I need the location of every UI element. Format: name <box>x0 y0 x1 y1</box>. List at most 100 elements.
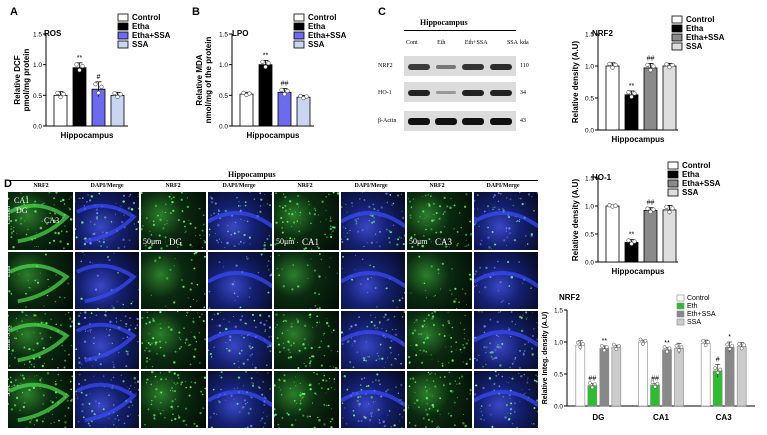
tissue-texture <box>340 371 405 428</box>
legend-label: Control <box>687 295 710 302</box>
data-point <box>662 345 667 349</box>
ihc-image-tile <box>74 370 139 428</box>
bar <box>258 64 273 127</box>
data-point <box>670 206 675 211</box>
tissue-texture <box>141 192 206 250</box>
legend-swatch <box>667 188 679 197</box>
tissue-texture <box>473 311 538 369</box>
tissue-texture <box>207 253 272 309</box>
legend-swatch <box>671 33 683 42</box>
data-point <box>266 61 271 66</box>
significance-label: ## <box>281 81 289 88</box>
region-label: DG <box>16 206 28 215</box>
ihc-image-tile <box>141 370 206 428</box>
data-point <box>611 342 616 347</box>
tissue-texture <box>407 311 472 367</box>
legend-swatch <box>676 310 685 318</box>
tissue-texture <box>74 311 139 369</box>
data-point <box>679 345 684 349</box>
data-point <box>263 64 268 69</box>
data-point <box>626 238 631 243</box>
data-point <box>96 90 101 95</box>
ihc-row-label: SSA <box>8 384 12 396</box>
ihc-image-tile <box>407 251 472 309</box>
tissue-texture <box>207 192 272 250</box>
tissue-texture <box>340 311 405 369</box>
y-tick-label: 0.5 <box>219 93 228 100</box>
y-tick-label: 1.0 <box>585 64 594 71</box>
blot-strip-actin <box>404 111 516 131</box>
lane-label: Cont <box>406 40 418 46</box>
ihc-image-tile: Etha+SSA <box>8 311 73 369</box>
bar <box>110 94 125 127</box>
tissue-texture <box>407 193 472 248</box>
tissue-texture <box>207 370 272 428</box>
western-blot-line <box>404 30 516 31</box>
legend-swatch <box>667 161 679 170</box>
tissue-texture <box>8 253 70 308</box>
data-point <box>298 93 303 99</box>
data-point <box>616 343 621 348</box>
ihc-column-header: NRF2 <box>297 183 313 189</box>
data-point <box>739 346 744 351</box>
ihc-image-tile <box>207 192 272 250</box>
significance-label: ## <box>647 55 655 62</box>
legend-label: SSA <box>308 40 325 49</box>
y-axis-label: pmol/mg protein <box>22 49 31 112</box>
zoom-region-label: CA1 <box>302 236 320 247</box>
ihc-title-line <box>8 180 538 181</box>
y-tick-label: 0.5 <box>33 93 42 100</box>
scale-bar-label: 50μm <box>409 236 428 246</box>
data-point <box>285 88 290 94</box>
x-axis-label: Hippocampus <box>247 131 300 140</box>
lane-labels: Cont Eth Eth+SSA SSA <box>406 40 518 46</box>
data-point <box>651 64 656 69</box>
y-tick-label: 1.5 <box>219 32 228 39</box>
legend-label: SSA <box>686 42 703 51</box>
legend-label: SSA <box>682 188 699 197</box>
nrf2-regions-chart: 0.0 0.5 1.0 1.5 NRF2 Relative Integ. density … <box>542 293 755 422</box>
data-point <box>580 342 585 346</box>
ihc-row-label: Etha+SSA <box>8 325 12 351</box>
band-label-actin: β-Actin <box>378 118 397 124</box>
data-point <box>260 59 265 64</box>
ros-chart: 0.0 0.5 1.0 1.5 ROS Relative DCF pmol/mg prote… <box>14 13 171 140</box>
bar <box>643 210 658 263</box>
chart-title: HO-1 <box>592 173 612 182</box>
ihc-image-tile <box>274 370 339 428</box>
data-point <box>650 380 655 385</box>
data-point <box>665 349 669 354</box>
y-tick-label: 0.0 <box>585 260 594 267</box>
legend-swatch <box>293 22 305 31</box>
ihc-image-tile: Control CA1 DG CA3 <box>8 192 73 250</box>
ho1-density-chart: 0.0 0.5 1.0 1.5HO-1 Relative density (A.U) Hi… <box>571 161 721 276</box>
y-tick-label: 1.0 <box>219 62 228 69</box>
chart-title: LPO <box>232 29 248 38</box>
ihc-image-tile <box>473 370 538 428</box>
significance-label: * <box>728 334 731 341</box>
tissue-texture <box>340 254 405 308</box>
data-point <box>653 384 657 389</box>
ihc-image-tile: SSA <box>8 370 73 428</box>
significance-label: # <box>97 74 101 81</box>
tissue-texture <box>276 252 338 309</box>
data-point <box>599 343 604 348</box>
data-point <box>74 62 79 67</box>
data-point <box>677 348 681 353</box>
data-point <box>279 87 284 92</box>
data-point <box>115 94 120 99</box>
x-tick-label: CA3 <box>716 413 733 422</box>
ihc-image-tile <box>407 370 472 428</box>
legend-label: Eth <box>687 303 698 310</box>
band-kda-actin: 43 <box>520 118 526 124</box>
ihc-image-tile <box>274 311 339 369</box>
legend-swatch <box>676 294 685 302</box>
legend-swatch <box>667 170 679 179</box>
legend-label: Etha <box>132 22 150 31</box>
y-tick-label: 1.5 <box>554 308 563 315</box>
ihc-title: Hippocampus <box>228 170 276 179</box>
bar <box>611 346 622 407</box>
ihc-column-header: NRF2 <box>429 183 445 189</box>
data-point <box>304 94 309 99</box>
ihc-image-tile <box>141 311 206 369</box>
